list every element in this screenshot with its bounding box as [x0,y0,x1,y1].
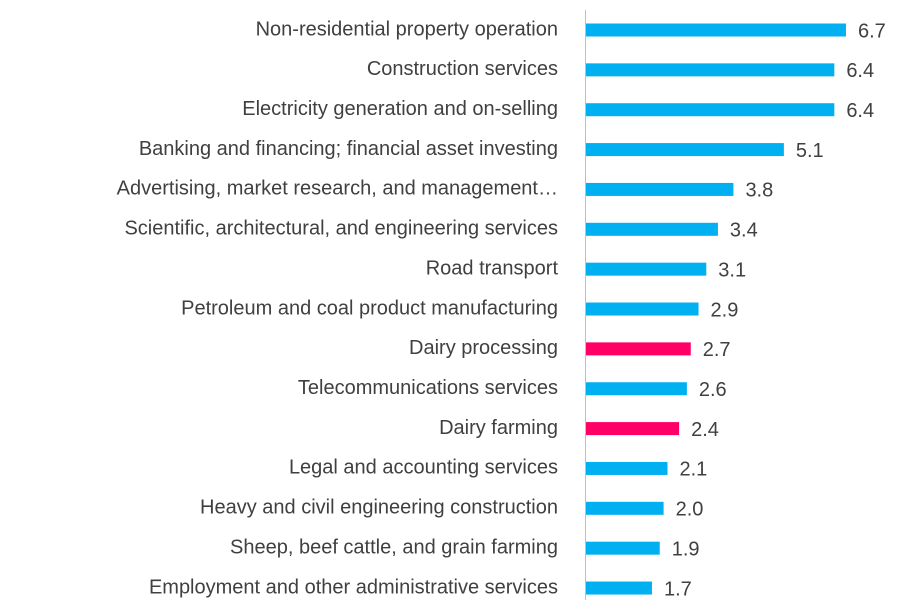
bar [586,342,691,356]
value-label: 2.9 [711,299,739,321]
bar [586,182,734,196]
category-label: Road transport [426,257,559,279]
bar [586,143,784,157]
bar [586,23,846,37]
value-label: 2.0 [676,499,704,521]
category-label: Non-residential property operation [256,18,558,40]
bar [586,461,668,475]
bar [586,541,660,555]
category-label: Dairy processing [409,337,558,359]
bar [586,262,707,276]
category-label: Electricity generation and on-selling [242,98,558,120]
value-label: 2.1 [679,459,707,481]
value-label: 1.7 [664,578,692,600]
value-label: 2.7 [703,339,731,361]
category-label: Dairy farming [439,417,558,439]
category-label: Employment and other administrative serv… [149,576,558,598]
value-label: 6.4 [846,60,874,82]
bar [586,63,835,77]
value-label: 5.1 [796,140,824,162]
category-label: Scientific, architectural, and engineeri… [124,218,558,240]
bar [586,222,718,236]
value-label: 6.7 [858,20,886,42]
category-label: Banking and financing; financial asset i… [139,138,558,160]
value-label: 2.6 [699,379,727,401]
bar [586,302,699,316]
bar [586,382,687,396]
bar [586,103,835,117]
value-label: 3.1 [718,259,746,281]
category-label: Petroleum and coal product manufacturing [181,297,558,319]
value-label: 1.9 [672,538,700,560]
bar [586,501,664,515]
category-label: Sheep, beef cattle, and grain farming [230,536,558,558]
bar [586,581,652,595]
category-label: Advertising, market research, and manage… [117,178,558,200]
category-label: Legal and accounting services [289,457,558,479]
bar [586,422,680,436]
value-label: 3.4 [730,220,758,242]
value-label: 3.8 [745,180,773,202]
value-label: 2.4 [691,419,719,441]
category-label: Construction services [367,58,558,80]
category-label: Heavy and civil engineering construction [200,497,558,519]
value-label: 6.4 [846,100,874,122]
category-label: Telecommunications services [298,377,558,399]
